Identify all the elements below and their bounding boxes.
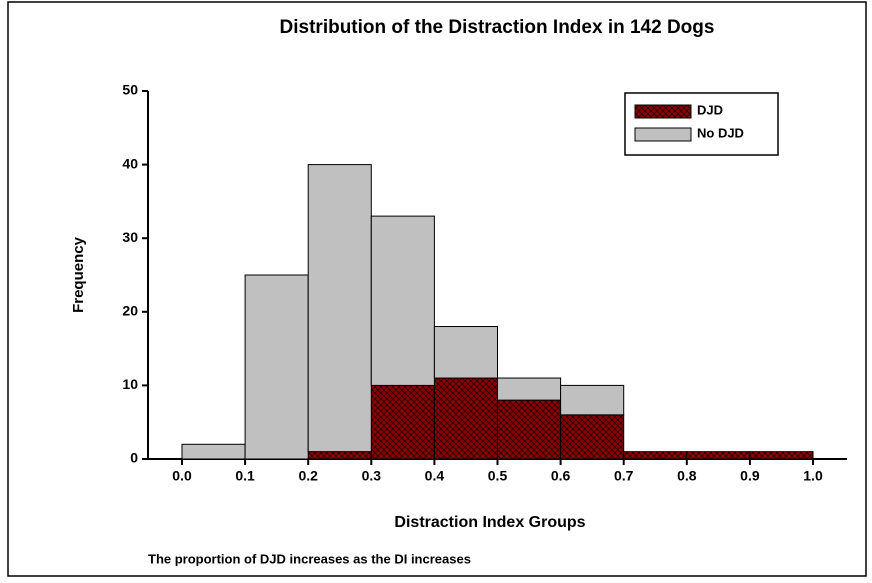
bar-segment (623, 451, 688, 460)
legend-box (624, 92, 779, 156)
bar-segment (433, 326, 498, 379)
bar-segment (749, 451, 814, 460)
x-tick-label: 0.0 (172, 468, 192, 484)
bar-segment (370, 384, 435, 460)
y-tick-label: 30 (122, 229, 138, 245)
bar-segment (181, 443, 246, 460)
bar-segment (560, 414, 625, 460)
y-tick-label: 10 (122, 376, 138, 392)
x-tick-label: 1.0 (803, 468, 823, 484)
y-tick-label: 50 (122, 82, 138, 98)
x-tick-label: 0.7 (614, 468, 634, 484)
x-tick-label: 0.5 (488, 468, 508, 484)
x-tick-label: 0.9 (740, 468, 760, 484)
bar-segment (244, 274, 309, 460)
legend-label: DJD (697, 102, 723, 117)
y-axis-label: Frequency (70, 236, 87, 313)
bar-segment (307, 451, 372, 460)
annotation: The proportion of DJD increases as the D… (148, 551, 471, 566)
y-tick-label: 20 (122, 303, 138, 319)
legend-swatch (634, 127, 692, 142)
bar-segment (686, 451, 751, 460)
y-tick-label: 0 (130, 450, 138, 466)
bar-segment (560, 384, 625, 416)
legend-swatch (634, 104, 692, 119)
x-tick-label: 0.4 (425, 468, 445, 484)
bar-segment (307, 164, 372, 453)
x-tick-label: 0.8 (677, 468, 697, 484)
chart-title: Distribution of the Distraction Index in… (280, 17, 715, 38)
bar-segment (497, 399, 562, 460)
legend-label: No DJD (697, 125, 744, 140)
x-tick-label: 0.6 (551, 468, 571, 484)
bar-segment (370, 215, 435, 386)
x-axis-label: Distraction Index Groups (394, 514, 585, 531)
x-tick-label: 0.3 (362, 468, 382, 484)
bar-segment (433, 377, 498, 460)
x-tick-label: 0.1 (235, 468, 255, 484)
x-tick-label: 0.2 (298, 468, 318, 484)
y-tick-label: 40 (122, 155, 138, 171)
bar-segment (497, 377, 562, 401)
